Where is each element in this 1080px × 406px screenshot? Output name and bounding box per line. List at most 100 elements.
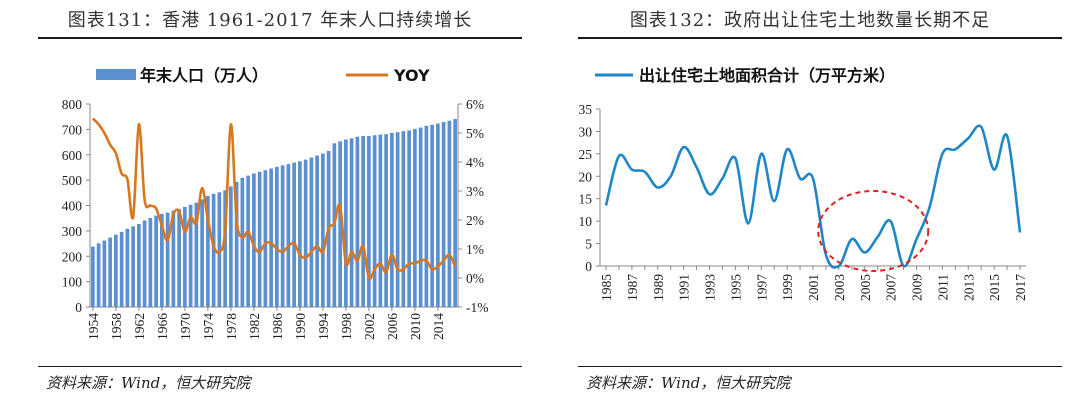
x-tick-label: 1987 (625, 274, 640, 301)
population-bar (395, 132, 400, 307)
legend-yoy-label: YOY (393, 66, 430, 85)
population-bar (292, 162, 296, 307)
population-bar (96, 243, 101, 307)
left-y-tick-label: 0 (75, 300, 82, 315)
right-y-tick-label: 4% (466, 155, 484, 170)
x-tick-label: 1986 (270, 313, 285, 340)
population-bar (206, 195, 210, 307)
left-y-tick-label: 700 (62, 122, 83, 137)
y-tick-label: 5 (585, 237, 592, 252)
x-tick-label: 2010 (408, 313, 423, 340)
population-bar (413, 128, 417, 307)
population-bar (338, 141, 342, 307)
x-tick-label: 1998 (339, 313, 354, 340)
population-bar (183, 207, 187, 307)
population-bar (217, 192, 222, 307)
right-y-tick-label: 3% (466, 184, 484, 199)
x-tick-label: 1999 (780, 274, 795, 301)
population-bar (390, 132, 394, 307)
population-bar (275, 166, 279, 307)
x-tick-label: 2015 (987, 274, 1002, 301)
population-bar (188, 204, 193, 307)
population-bar (269, 168, 273, 307)
left-y-tick-label: 100 (62, 275, 83, 290)
left-source-note: 资料来源：Wind，恒大研究院 (46, 374, 251, 392)
population-bar (102, 240, 107, 307)
population-bar (257, 171, 262, 307)
population-bar (177, 209, 181, 307)
x-tick-label: 1962 (132, 313, 147, 340)
population-bar (298, 161, 302, 307)
population-bar (223, 190, 227, 307)
population-bar (148, 217, 153, 307)
x-tick-label: 2005 (858, 274, 873, 301)
population-bar (125, 228, 130, 307)
population-bar (154, 215, 158, 307)
left-title-rule (38, 37, 522, 39)
x-tick-label: 2006 (385, 313, 400, 340)
right-y-tick-label: -1% (466, 300, 489, 315)
x-tick-label: 1978 (224, 313, 239, 340)
right-chart-title: 图表132：政府出让住宅土地数量长期不足 (629, 10, 991, 31)
population-bar (367, 136, 371, 307)
x-tick-label: 1989 (651, 274, 666, 301)
population-bar (378, 134, 383, 307)
population-bar (344, 139, 348, 307)
population-bar (280, 165, 285, 307)
x-tick-label: 2003 (832, 274, 847, 301)
population-bar (263, 170, 268, 307)
right-y-tick-label: 5% (466, 126, 484, 141)
population-bar (108, 237, 112, 307)
population-bar (165, 212, 170, 307)
land-supply-line (604, 124, 1022, 269)
population-bar (430, 124, 434, 307)
x-tick-label: 1994 (316, 313, 331, 340)
x-tick-label: 1990 (293, 313, 308, 340)
legend-bar-label: 年末人口（万人） (140, 66, 268, 85)
y-tick-label: 20 (579, 169, 593, 184)
left-y-tick-label: 400 (62, 199, 83, 214)
population-bar (436, 123, 440, 307)
x-tick-label: 2001 (806, 274, 821, 301)
x-tick-label: 1970 (178, 313, 193, 340)
x-tick-label: 2013 (961, 274, 976, 301)
right-y-tick-label: 0% (466, 271, 484, 286)
right-source-note: 资料来源：Wind，恒大研究院 (586, 374, 791, 392)
right-title-rule (578, 37, 1062, 39)
left-y-tick-label: 600 (62, 148, 83, 163)
population-bar (286, 164, 291, 307)
population-bar (240, 177, 245, 307)
left-y-tick-label: 800 (62, 97, 83, 112)
population-bar (119, 231, 124, 307)
x-tick-label: 1954 (86, 313, 101, 340)
left-chart-title: 图表131：香港 1961-2017 年末人口持续增长 (67, 10, 473, 31)
yoy-line (91, 117, 457, 281)
left-y-tick-label: 500 (62, 173, 83, 188)
annotation-dashed-circle (817, 190, 930, 272)
population-bar (315, 155, 319, 307)
x-tick-label: 2017 (1013, 274, 1028, 301)
population-bar (321, 153, 325, 307)
population-bar (303, 159, 308, 307)
population-bar (137, 224, 141, 307)
y-tick-label: 30 (579, 124, 593, 139)
legend-land-label: 出让住宅土地面积合计（万平方米） (639, 66, 895, 85)
population-bar (349, 138, 354, 307)
right-y-tick-label: 6% (466, 97, 484, 112)
population-bar (211, 193, 216, 307)
right-y-tick-label: 2% (466, 213, 484, 228)
population-bar (401, 131, 406, 307)
x-tick-label: 2009 (910, 274, 925, 301)
population-bar (361, 136, 365, 307)
population-bar (453, 119, 457, 307)
legend-bar-swatch (96, 69, 136, 80)
left-y-tick-label: 300 (62, 224, 83, 239)
left-chart-svg: 800 700 600 500 400 300 200 100 0 6% 5% 4% 3% 2% 1% 0% -… (62, 66, 489, 340)
population-bar (447, 120, 452, 307)
population-bar (194, 202, 199, 307)
right-chart-panel: 图表132：政府出让住宅土地数量长期不足 35 30 25 20 15 10 5 0 1985 1… (540, 0, 1080, 406)
y-tick-label: 10 (579, 214, 593, 229)
population-bar (229, 186, 233, 307)
y-tick-label: 35 (579, 102, 593, 117)
